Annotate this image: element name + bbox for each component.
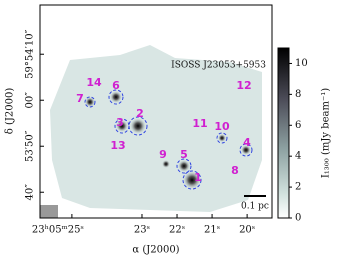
y-tick-label: 00″ (25, 92, 36, 109)
source-label: 6 (112, 79, 120, 92)
source-label: 8 (231, 164, 239, 177)
source-label: 12 (236, 79, 251, 92)
colorbar-tick-label: 4 (295, 151, 301, 162)
source-label: 9 (159, 148, 167, 161)
y-tick-label: 59°54′10″ (25, 29, 36, 78)
source-label: 2 (136, 107, 144, 120)
annotation: ISOSS J23053+5953 (171, 61, 266, 71)
map (40, 5, 272, 218)
source-label: 13 (110, 139, 125, 152)
source-label: 4 (243, 136, 251, 149)
x-tick-label: 20ˢ (239, 225, 255, 236)
colorbar-tick-label: 8 (295, 89, 301, 100)
plot-frame (39, 4, 273, 219)
x-tick-label: 22ˢ (169, 225, 185, 236)
source-label: 1 (194, 171, 202, 184)
x-tick-label: 23ˢ (134, 225, 150, 236)
colorbar-tick-label: 2 (295, 182, 301, 193)
source-label: 14 (86, 76, 102, 89)
x-axis-label: α (J2000) (132, 245, 179, 256)
source-label: 5 (180, 148, 188, 161)
colorbar-label: I₁₃₀₀ (mJy beam⁻¹) (321, 88, 332, 178)
colorbar-tick-label: 6 (295, 120, 301, 131)
source-label: 7 (76, 92, 84, 105)
colorbar-tick-label: 0 (295, 213, 301, 224)
y-tick-label: 40″ (25, 184, 36, 201)
source-label: 3 (116, 116, 124, 129)
annotation: 0.1 pc (241, 202, 269, 212)
source-label: 10 (214, 120, 230, 133)
y-tick-label: 53′50″ (25, 130, 36, 162)
y-axis-label: δ (J2000) (5, 88, 16, 135)
x-tick-label: 21ˢ (204, 225, 220, 236)
colorbar-tick-label: 10 (295, 58, 308, 69)
colorbar (277, 47, 290, 219)
source-label: 11 (192, 117, 207, 130)
x-tick-label: 23ʰ05ᵐ25ˢ (32, 225, 84, 236)
